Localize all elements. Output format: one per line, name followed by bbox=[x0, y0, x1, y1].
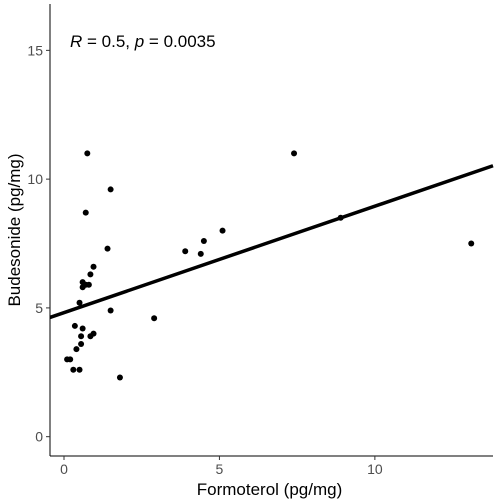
data-point bbox=[87, 271, 94, 278]
data-point bbox=[79, 325, 86, 332]
annotation-r-label: R bbox=[70, 32, 82, 51]
x-tick-label: 10 bbox=[367, 461, 383, 477]
y-tick-label: 5 bbox=[35, 300, 43, 316]
data-point bbox=[82, 209, 89, 216]
data-point bbox=[151, 315, 158, 322]
data-point bbox=[182, 248, 189, 255]
data-point bbox=[107, 186, 114, 193]
y-axis-ticks: 0 5 10 15 bbox=[27, 42, 50, 445]
x-axis-title: Formoterol (pg/mg) bbox=[197, 480, 342, 499]
annotation-p-label: p bbox=[134, 32, 144, 51]
data-point bbox=[197, 250, 204, 257]
x-axis-ticks: 0 5 10 bbox=[60, 456, 383, 477]
data-point bbox=[200, 237, 207, 244]
data-point bbox=[79, 279, 86, 286]
data-point bbox=[85, 281, 92, 288]
x-tick-label: 5 bbox=[216, 461, 224, 477]
data-point bbox=[116, 374, 123, 381]
data-point bbox=[78, 333, 85, 340]
data-point bbox=[90, 263, 97, 270]
data-point bbox=[78, 340, 85, 347]
y-tick-label: 0 bbox=[35, 429, 43, 445]
plot-area bbox=[49, 150, 494, 381]
data-point bbox=[84, 150, 91, 157]
data-point bbox=[76, 366, 83, 373]
data-point bbox=[76, 299, 83, 306]
data-point bbox=[73, 346, 80, 353]
data-point bbox=[468, 240, 475, 247]
data-point bbox=[67, 356, 74, 363]
annotation-r-value: = 0.5, bbox=[82, 32, 134, 51]
y-tick-label: 15 bbox=[27, 42, 43, 58]
regression-line bbox=[49, 164, 494, 320]
data-point bbox=[104, 245, 111, 252]
data-point bbox=[337, 214, 344, 221]
data-point bbox=[291, 150, 298, 157]
data-point bbox=[71, 322, 78, 329]
y-axis-title: Budesonide (pg/mg) bbox=[5, 153, 24, 306]
correlation-annotation: R = 0.5, p = 0.0035 bbox=[70, 32, 216, 51]
y-tick-label: 10 bbox=[27, 171, 43, 187]
data-point bbox=[219, 227, 226, 234]
x-tick-label: 0 bbox=[60, 461, 68, 477]
annotation-p-value: = 0.0035 bbox=[144, 32, 215, 51]
data-point bbox=[70, 366, 77, 373]
data-point bbox=[90, 330, 97, 337]
data-point bbox=[107, 307, 114, 314]
